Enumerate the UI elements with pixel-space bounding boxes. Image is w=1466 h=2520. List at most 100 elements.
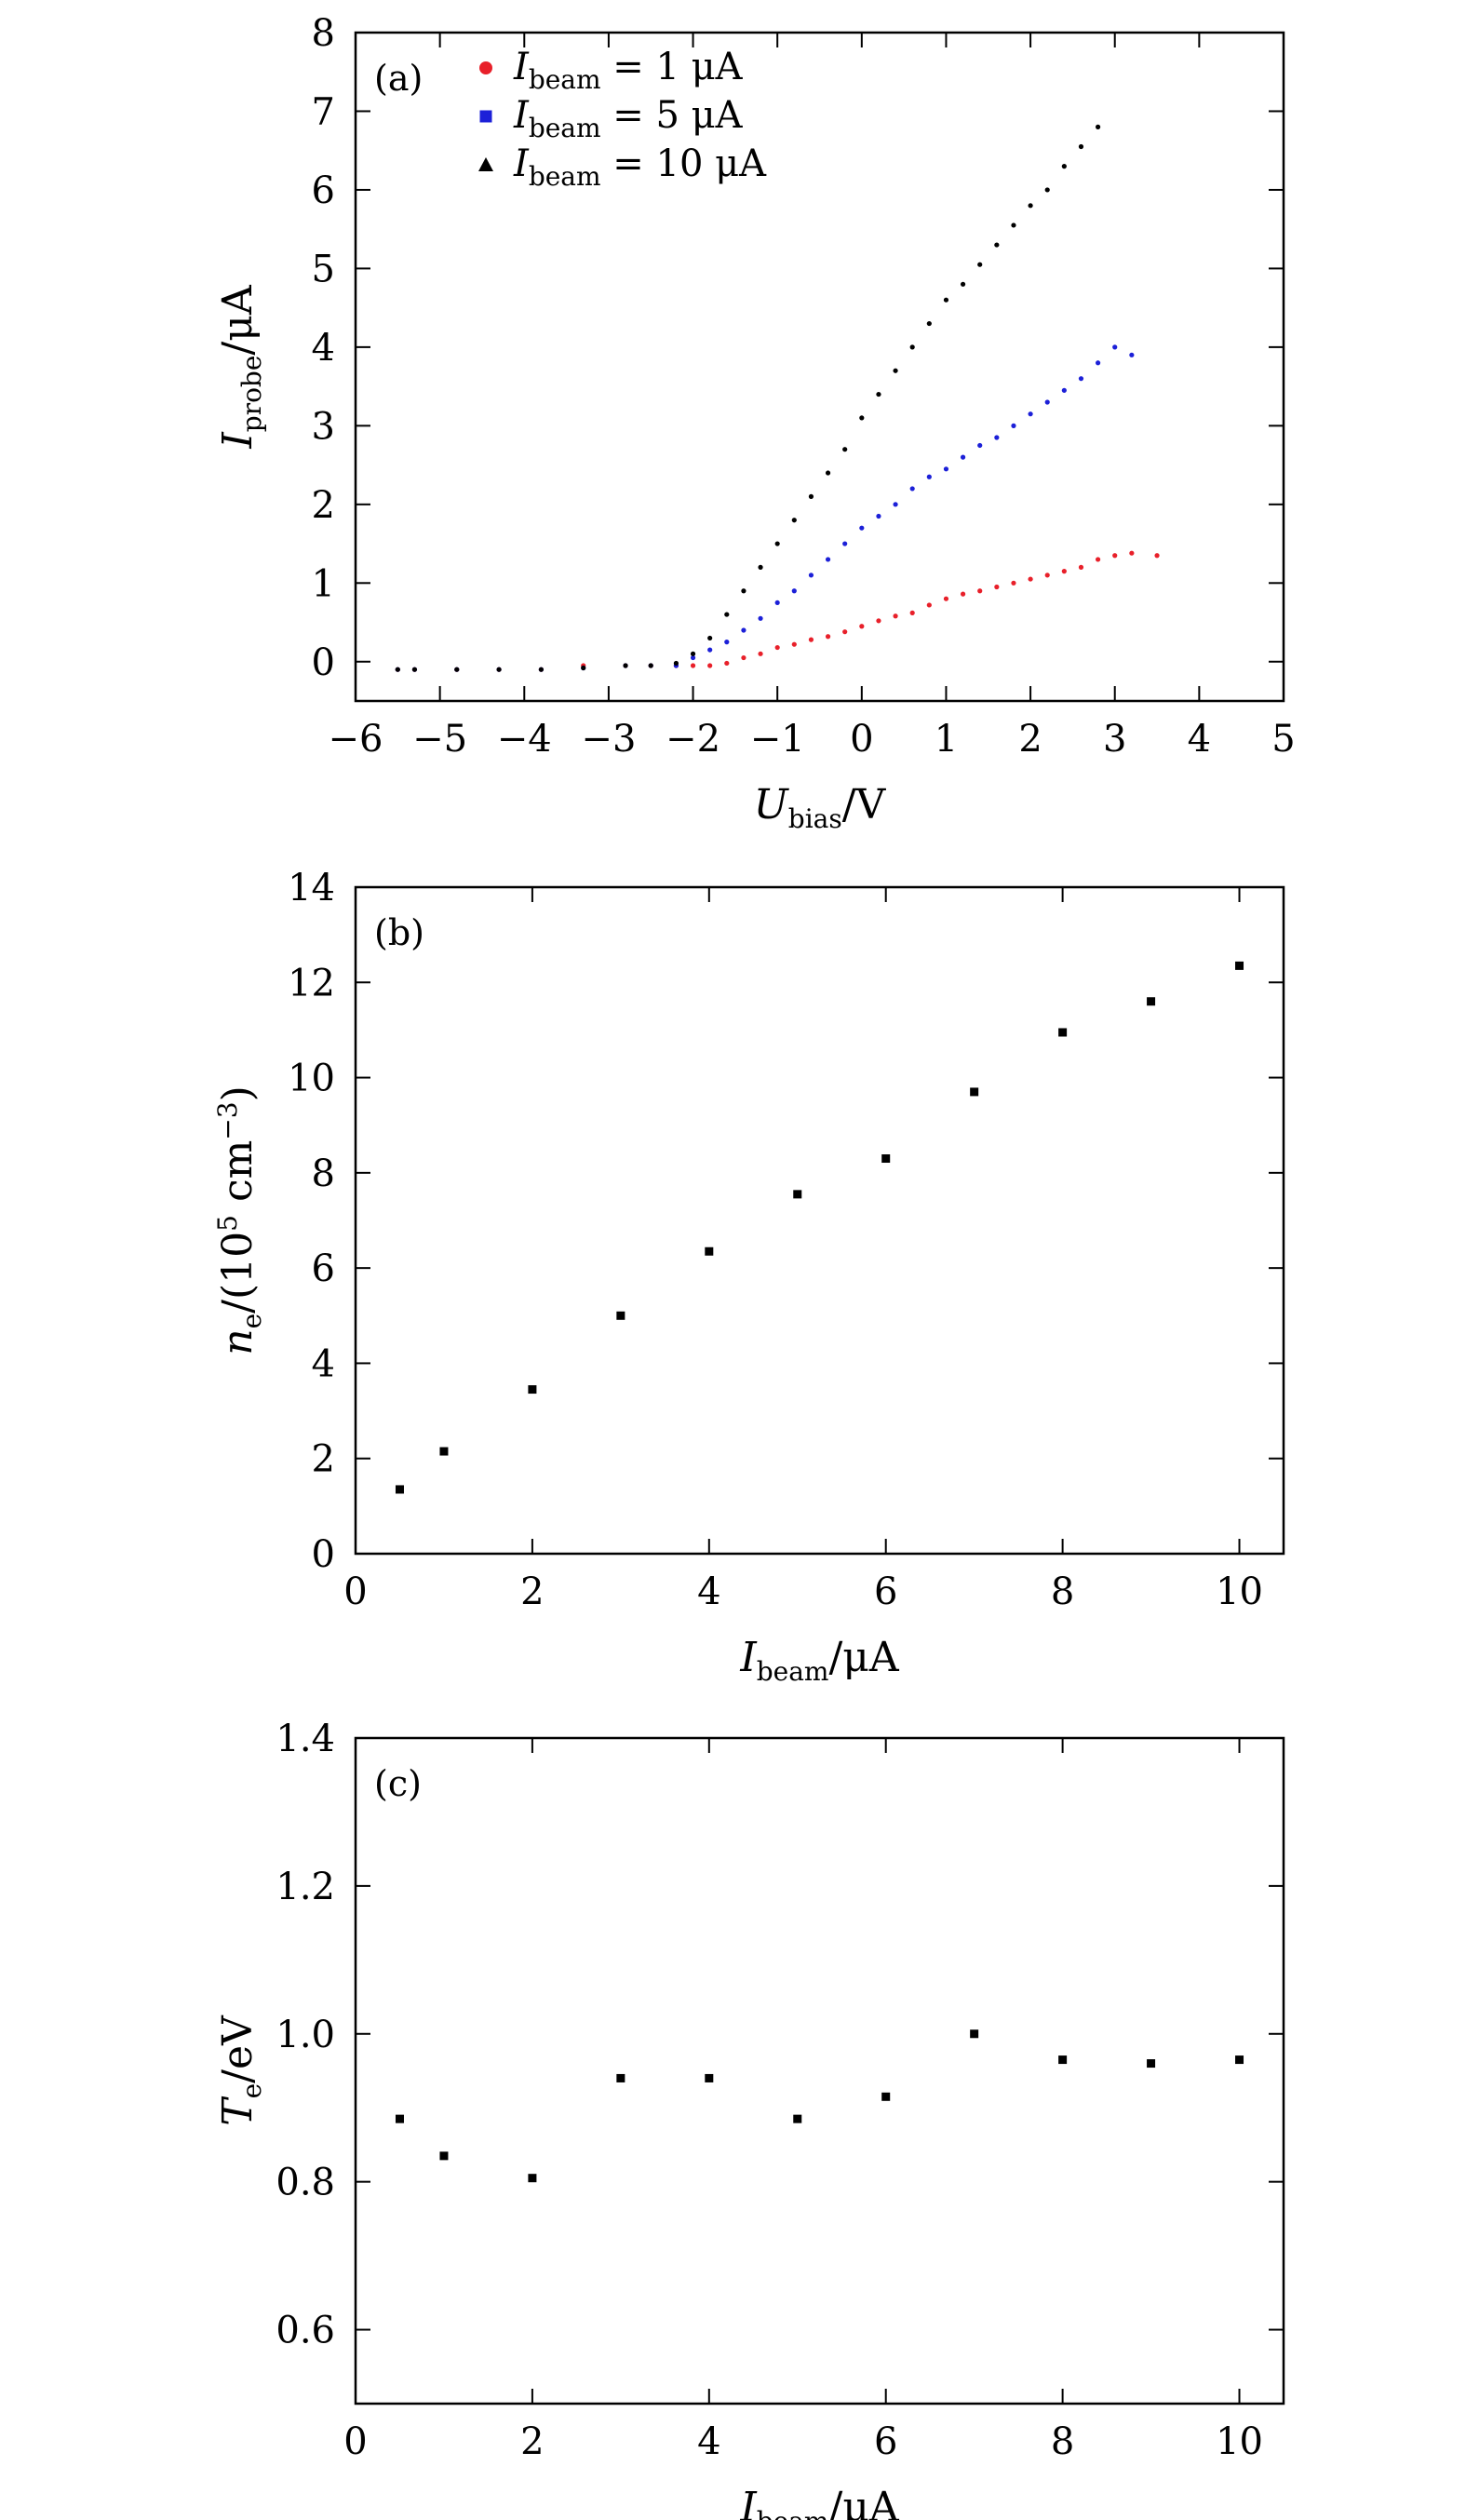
data-point xyxy=(673,660,679,667)
data-point xyxy=(893,502,898,507)
chart-panel-a: −6 −5 −4 −3 −2 −1 0 1 2 3 4 5 0 1 2 3 4 5 6 7 8 (a) Ubias/V Ipr… xyxy=(214,12,1296,834)
x-tick-label: 2 xyxy=(520,1570,544,1613)
y-tick-label: 0.6 xyxy=(276,2310,335,2352)
legend-symbol: I xyxy=(513,46,530,88)
data-point xyxy=(926,320,932,327)
data-point xyxy=(690,663,696,668)
data-point xyxy=(538,667,545,672)
x-tick-label: 8 xyxy=(1051,1570,1074,1613)
y-axis-label-subscript: e xyxy=(236,2083,267,2099)
x-tick-label: 4 xyxy=(1188,718,1211,761)
data-point xyxy=(970,1087,979,1097)
y-axis-label-unit: cm xyxy=(214,1140,262,1215)
data-point xyxy=(825,557,831,562)
x-axis-label-unit: /μA xyxy=(828,1634,899,1681)
data-point xyxy=(741,588,746,594)
data-point xyxy=(439,1447,449,1456)
data-point xyxy=(791,518,797,523)
data-point xyxy=(909,486,915,492)
y-tick-label: 10 xyxy=(288,1058,335,1100)
data-point xyxy=(808,573,814,578)
data-point xyxy=(943,466,949,472)
y-axis-label: ne/(105 cm−3) xyxy=(212,1085,267,1355)
data-point xyxy=(707,647,713,653)
data-point xyxy=(1011,222,1016,228)
data-point xyxy=(741,627,746,633)
data-point xyxy=(808,637,814,642)
x-tick-label: 6 xyxy=(874,2420,897,2463)
data-point xyxy=(960,454,966,460)
chart-panel-c: 0 2 4 6 8 10 0.6 0.8 1.0 1.2 1.4 (c) Ibeam/μA Te/eV xyxy=(214,1718,1285,2520)
data-point xyxy=(960,281,966,287)
panel-label: (c) xyxy=(374,1763,422,1804)
legend-marker-square xyxy=(479,110,492,123)
x-tick-label: 1 xyxy=(935,718,958,761)
x-axis-label-subscript: beam xyxy=(757,2506,829,2520)
data-series-0 xyxy=(395,961,1244,1494)
legend-value: = 5 μA xyxy=(601,94,744,137)
legend-value: = 10 μA xyxy=(601,142,768,185)
data-point xyxy=(994,242,1000,248)
y-tick-label: 14 xyxy=(288,867,335,910)
y-tick-label: 7 xyxy=(312,90,335,133)
y-axis-label-unit: /μA xyxy=(214,284,262,355)
data-point xyxy=(1147,2059,1156,2069)
x-tick-label: −3 xyxy=(581,718,636,761)
data-point xyxy=(876,618,881,624)
data-point xyxy=(909,610,915,615)
data-point xyxy=(616,1311,625,1320)
data-point xyxy=(859,525,865,531)
data-point xyxy=(581,665,586,671)
y-axis-label-exponent: 5 xyxy=(212,1215,243,1232)
data-point xyxy=(842,447,848,452)
data-point xyxy=(977,442,983,449)
y-tick-label: 0.8 xyxy=(276,2162,335,2204)
data-point xyxy=(648,663,653,668)
legend-symbol: I xyxy=(513,94,530,137)
data-point xyxy=(994,435,1000,440)
data-point xyxy=(528,1385,537,1395)
data-series-2 xyxy=(395,124,1101,672)
data-point xyxy=(1235,2055,1244,2065)
data-point xyxy=(395,2114,404,2123)
y-tick-label: 1.4 xyxy=(276,1718,335,1760)
x-tick-label: 3 xyxy=(1103,718,1126,761)
x-tick-label: 10 xyxy=(1216,2420,1263,2463)
data-point xyxy=(439,2151,449,2161)
data-point xyxy=(758,564,763,571)
chart-panel-b: 0 2 4 6 8 10 0 2 4 6 8 10 12 14 (b) Ibeam/μA ne/(105 cm−… xyxy=(212,867,1285,1687)
legend-entry: Ibeam = 10 μA xyxy=(513,142,767,192)
legend-entry: Ibeam = 5 μA xyxy=(513,94,744,143)
plot-frame xyxy=(354,885,1285,1556)
legend-entry: Ibeam = 1 μA xyxy=(513,46,744,95)
y-axis-label-prefix: /(10 xyxy=(214,1232,262,1314)
data-point xyxy=(690,651,696,656)
data-point xyxy=(926,602,932,608)
x-axis-label: Ibeam/μA xyxy=(739,2484,900,2520)
x-axis-label-unit: /V xyxy=(842,781,887,829)
y-axis-label-subscript: probe xyxy=(236,356,267,433)
data-point xyxy=(1044,399,1050,405)
y-axis-label-symbol: T xyxy=(214,2096,262,2126)
x-tick-label: 10 xyxy=(1216,1570,1263,1613)
y-tick-label: 2 xyxy=(312,484,335,527)
data-point xyxy=(876,513,881,519)
x-axis-label-subscript: bias xyxy=(788,803,842,834)
data-point xyxy=(791,588,797,594)
y-axis-label: Iprobe/μA xyxy=(214,284,267,449)
data-point xyxy=(825,634,831,640)
data-point xyxy=(970,2029,979,2039)
data-point xyxy=(758,615,763,621)
data-point xyxy=(690,654,696,661)
data-point xyxy=(842,541,848,546)
y-tick-label: 5 xyxy=(312,248,335,290)
x-axis-label-unit: /μA xyxy=(828,2484,899,2520)
y-tick-label: 2 xyxy=(312,1438,335,1481)
data-point xyxy=(791,641,797,647)
data-point xyxy=(758,651,763,656)
data-point xyxy=(496,667,502,672)
data-point xyxy=(1044,187,1050,193)
data-point xyxy=(893,368,898,373)
